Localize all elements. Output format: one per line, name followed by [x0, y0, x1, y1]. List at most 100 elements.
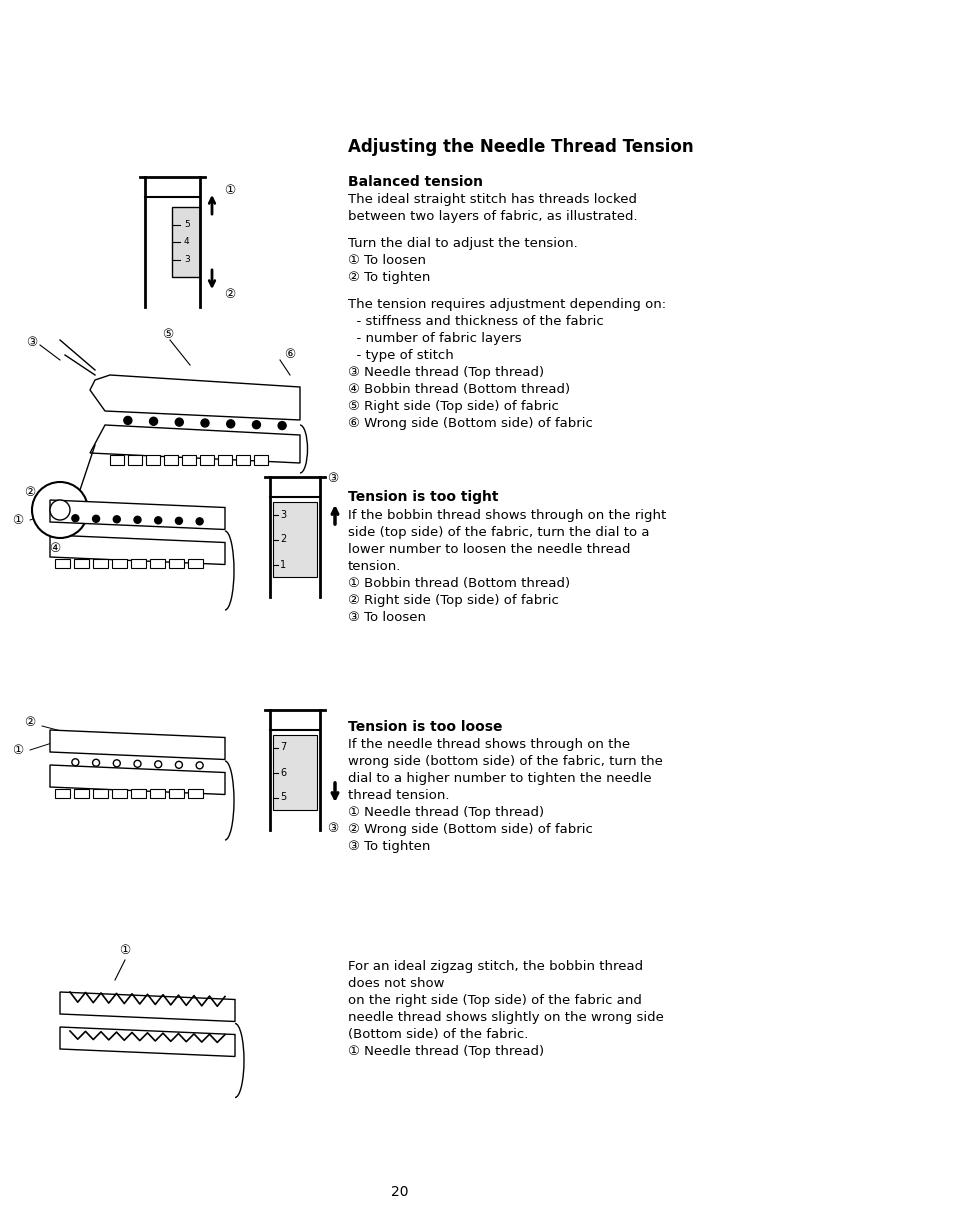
Bar	[172, 207, 200, 277]
Text: - number of fabric layers: - number of fabric layers	[348, 333, 521, 345]
Text: ③: ③	[327, 821, 338, 835]
Bar	[150, 559, 165, 567]
Text: Adjusting the Needle Thread Tension: Adjusting the Needle Thread Tension	[348, 139, 693, 156]
Circle shape	[71, 515, 79, 521]
Text: ③ Needle thread (Top thread): ③ Needle thread (Top thread)	[348, 367, 543, 379]
Circle shape	[227, 420, 234, 428]
Circle shape	[196, 762, 203, 769]
Circle shape	[113, 516, 120, 522]
Text: ① To loosen: ① To loosen	[348, 254, 426, 267]
Text: ① Needle thread (Top thread): ① Needle thread (Top thread)	[348, 1045, 543, 1058]
Bar	[188, 789, 203, 797]
Circle shape	[196, 518, 203, 525]
Text: ①: ①	[12, 514, 24, 526]
Bar	[235, 454, 250, 465]
Bar	[164, 454, 178, 465]
Text: 5: 5	[184, 220, 190, 228]
Text: 2: 2	[280, 535, 286, 544]
Text: If the needle thread shows through on the: If the needle thread shows through on th…	[348, 738, 630, 751]
Bar	[146, 454, 160, 465]
Text: ⑤: ⑤	[162, 328, 173, 341]
Bar	[55, 559, 70, 567]
Bar	[253, 454, 268, 465]
Text: lower number to loosen the needle thread: lower number to loosen the needle thread	[348, 543, 630, 556]
Text: 6: 6	[280, 768, 286, 778]
Text: 4: 4	[184, 237, 190, 247]
Polygon shape	[60, 991, 234, 1022]
Text: 20: 20	[391, 1185, 408, 1199]
Circle shape	[133, 516, 141, 524]
Circle shape	[154, 516, 162, 524]
Bar	[112, 559, 127, 567]
Text: (Bottom side) of the fabric.: (Bottom side) of the fabric.	[348, 1028, 528, 1041]
Circle shape	[113, 759, 120, 767]
Text: If the bobbin thread shows through on the right: If the bobbin thread shows through on th…	[348, 509, 665, 522]
Text: 3: 3	[280, 509, 286, 520]
Circle shape	[175, 518, 182, 525]
Text: ② To tighten: ② To tighten	[348, 271, 430, 284]
Bar	[182, 454, 195, 465]
Text: - stiffness and thickness of the fabric: - stiffness and thickness of the fabric	[348, 316, 603, 328]
Text: does not show: does not show	[348, 977, 444, 990]
Text: 5: 5	[280, 792, 286, 802]
Text: ⑥: ⑥	[284, 349, 295, 362]
Circle shape	[175, 418, 183, 426]
Text: ④ Bobbin thread (Bottom thread): ④ Bobbin thread (Bottom thread)	[348, 384, 570, 396]
Text: tension.: tension.	[348, 560, 401, 573]
Text: 7: 7	[280, 742, 286, 752]
Bar	[200, 454, 213, 465]
Text: ③ To tighten: ③ To tighten	[348, 840, 430, 853]
Circle shape	[154, 761, 162, 768]
Text: ① Needle thread (Top thread): ① Needle thread (Top thread)	[348, 806, 543, 819]
Bar	[218, 454, 232, 465]
Circle shape	[71, 758, 79, 765]
Bar	[110, 454, 124, 465]
Circle shape	[32, 482, 88, 538]
Text: ①: ①	[224, 183, 235, 197]
Polygon shape	[50, 765, 225, 795]
Circle shape	[133, 761, 141, 768]
Bar	[273, 735, 316, 810]
Text: ① Bobbin thread (Bottom thread): ① Bobbin thread (Bottom thread)	[348, 577, 570, 590]
Text: ③: ③	[27, 335, 37, 349]
Text: 3: 3	[184, 255, 190, 264]
Text: 1: 1	[280, 559, 286, 570]
Text: ② Right side (Top side) of fabric: ② Right side (Top side) of fabric	[348, 594, 558, 608]
Bar	[131, 559, 146, 567]
Polygon shape	[90, 425, 299, 463]
Bar	[92, 789, 108, 797]
Circle shape	[278, 422, 286, 430]
Circle shape	[124, 417, 132, 424]
Text: ③: ③	[327, 473, 338, 486]
Text: Balanced tension: Balanced tension	[348, 175, 482, 190]
Text: thread tension.: thread tension.	[348, 789, 449, 802]
Bar	[55, 789, 70, 797]
Text: Tension is too loose: Tension is too loose	[348, 720, 502, 734]
Bar	[131, 789, 146, 797]
Text: For an ideal zigzag stitch, the bobbin thread: For an ideal zigzag stitch, the bobbin t…	[348, 960, 642, 973]
Text: on the right side (Top side) of the fabric and: on the right side (Top side) of the fabr…	[348, 994, 641, 1007]
Text: between two layers of fabric, as illustrated.: between two layers of fabric, as illustr…	[348, 210, 637, 224]
Polygon shape	[60, 1027, 234, 1057]
Circle shape	[92, 515, 99, 522]
Circle shape	[92, 759, 99, 767]
Bar	[128, 454, 142, 465]
Text: ②: ②	[224, 288, 235, 301]
Text: ④: ④	[50, 542, 61, 554]
Text: wrong side (bottom side) of the fabric, turn the: wrong side (bottom side) of the fabric, …	[348, 755, 662, 768]
Circle shape	[253, 420, 260, 429]
Text: ①: ①	[12, 744, 24, 757]
Text: - type of stitch: - type of stitch	[348, 350, 454, 362]
Bar	[188, 559, 203, 567]
Bar	[112, 789, 127, 797]
Polygon shape	[50, 535, 225, 565]
Text: Turn the dial to adjust the tension.: Turn the dial to adjust the tension.	[348, 237, 578, 250]
Text: ②: ②	[25, 486, 35, 498]
Text: dial to a higher number to tighten the needle: dial to a higher number to tighten the n…	[348, 772, 651, 785]
Text: The ideal straight stitch has threads locked: The ideal straight stitch has threads lo…	[348, 193, 637, 207]
Bar	[273, 502, 316, 577]
Text: Tension is too tight: Tension is too tight	[348, 490, 498, 504]
Text: ⑤ Right side (Top side) of fabric: ⑤ Right side (Top side) of fabric	[348, 401, 558, 413]
Bar	[150, 789, 165, 797]
Polygon shape	[90, 375, 299, 420]
